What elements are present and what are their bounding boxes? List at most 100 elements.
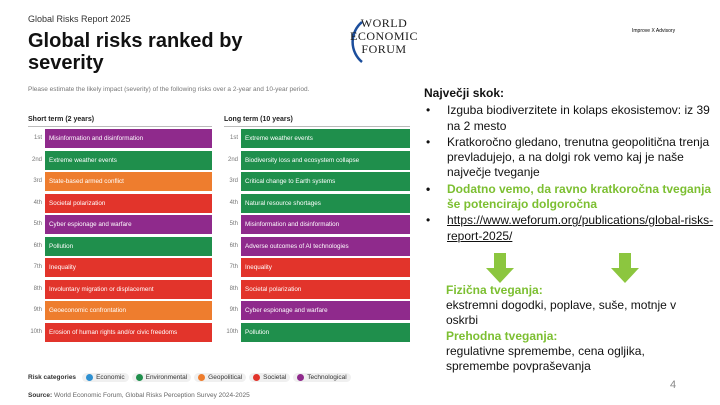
rank-row: 9th Cyber espionage and warfare xyxy=(224,301,410,323)
legend-item: Environmental xyxy=(131,373,192,382)
risk-category-legend: Risk categories Economic Environmental Geo… xyxy=(28,373,354,382)
risk-bar: State-based armed conflict xyxy=(45,172,212,191)
risk-bar: Biodiversity loss and ecosystem collapse xyxy=(241,150,410,170)
rank-row: 8th Societal polarization xyxy=(224,279,410,302)
rank-number: 10th xyxy=(30,328,42,335)
advisory-label: Improve X Advisory xyxy=(632,28,676,34)
legend-item: Economic xyxy=(82,373,129,382)
transition-risks-heading: Prehodna tveganja: xyxy=(446,328,558,343)
rank-number: 5th xyxy=(33,221,42,227)
note-bullet: Kratkoročno gledano, trenutna geopolitič… xyxy=(424,135,720,181)
page-number: 4 xyxy=(670,379,677,391)
rank-row: 5th Cyber espionage and warfare xyxy=(28,215,212,237)
rank-number: 9th xyxy=(33,307,42,313)
rank-row: 1st Misinformation and disinformation xyxy=(28,129,212,151)
risk-bar: Pollution xyxy=(45,236,212,256)
risk-bar: Involuntary migration or displacement xyxy=(45,279,212,299)
wef-logo-line: ECONOMIC xyxy=(350,29,419,43)
rank-number: 4th xyxy=(229,199,238,206)
rank-row: 8th Involuntary migration or displacement xyxy=(28,279,212,302)
risk-bar: Cyber espionage and warfare xyxy=(241,301,410,320)
rank-number: 5th xyxy=(229,221,238,227)
rank-row: 10th Pollution xyxy=(224,322,410,345)
chart-subtitle: Please estimate the likely impact (sever… xyxy=(28,86,310,93)
legend-label: Societal xyxy=(263,374,287,381)
rank-number: 7th xyxy=(229,264,238,270)
down-arrow-icon xyxy=(486,253,514,283)
risk-bar: Pollution xyxy=(241,322,410,342)
legend-item: Geopolitical xyxy=(194,373,247,382)
short-term-heading: Short term (2 years) xyxy=(28,116,95,123)
legend-label: Geopolitical xyxy=(208,374,243,381)
wef-logo-arc-icon xyxy=(351,21,363,63)
wef-logo-line: FORUM xyxy=(361,42,407,56)
rank-number: 2nd xyxy=(31,156,42,163)
short-term-list: 1st Misinformation and disinformation 2nd E… xyxy=(28,129,212,344)
legend-label: Environmental xyxy=(145,374,188,381)
legend-dot-icon xyxy=(135,374,143,381)
long-term-divider xyxy=(224,126,410,127)
legend-label: Economic xyxy=(96,374,125,381)
risk-bar: Misinformation and disinformation xyxy=(45,129,212,148)
risk-bar: Adverse outcomes of AI technologies xyxy=(241,236,410,256)
legend-dot-icon xyxy=(198,374,206,381)
risk-bar: Extreme weather events xyxy=(45,150,212,170)
rank-number: 7th xyxy=(33,264,42,270)
rank-row: 9th Geoeconomic confrontation xyxy=(28,301,212,323)
short-term-divider xyxy=(28,126,212,127)
wef-logo-text: WORLD ECONOMIC FORUM xyxy=(350,17,418,56)
rank-number: 8th xyxy=(33,285,42,292)
rank-row: 4th Societal polarization xyxy=(28,193,212,216)
rank-number: 6th xyxy=(33,242,42,249)
legend-dot-icon xyxy=(253,374,261,381)
report-label: Global Risks Report 2025 xyxy=(28,14,131,24)
long-term-list: 1st Extreme weather events 2nd Biodiversity… xyxy=(224,129,410,344)
risk-bar: Cyber espionage and warfare xyxy=(45,215,212,234)
rank-row: 2nd Biodiversity loss and ecosystem colla… xyxy=(224,150,410,173)
rank-row: 3rd State-based armed conflict xyxy=(28,172,212,194)
rank-number: 4th xyxy=(33,199,42,206)
rank-number: 10th xyxy=(226,328,238,335)
legend-dot-icon xyxy=(86,374,94,381)
physical-risks-heading: Fizična tveganja: xyxy=(446,283,543,297)
rank-row: 10th Erosion of human rights and/or civic… xyxy=(28,322,212,345)
rank-number: 2nd xyxy=(227,156,238,163)
risk-bar: Natural resource shortages xyxy=(241,193,410,213)
risk-bar: Geoeconomic confrontation xyxy=(45,301,212,320)
link-bullet[interactable]: https://www.weforum.org/publications/glo… xyxy=(424,213,720,244)
legend-title: Risk categories xyxy=(28,374,77,381)
rank-row: 3rd Critical change to Earth systems xyxy=(224,172,410,194)
risk-bar: Societal polarization xyxy=(241,279,410,299)
rank-row: 6th Pollution xyxy=(28,236,212,259)
notes-heading: Največji skok: xyxy=(424,86,505,100)
report-link[interactable]: https://www.weforum.org/publications/glo… xyxy=(447,213,714,243)
physical-risks-text: ekstremni dogodki, poplave, suše, motnje… xyxy=(446,298,677,328)
rank-number: 6th xyxy=(229,242,238,249)
risk-chart-panel: Global Risks Report 2025 Global risks ra… xyxy=(28,14,410,399)
risk-bar: Critical change to Earth systems xyxy=(241,172,410,191)
rank-number: 8th xyxy=(229,285,238,292)
note-bullet: Izguba biodiverzitete in kolaps ekosiste… xyxy=(424,103,720,134)
wef-logo-line: WORLD xyxy=(360,16,408,30)
source-label: Source: xyxy=(28,392,53,399)
highlight-bullet: Dodatno vemo, da ravno kratkoročna tvega… xyxy=(424,182,720,213)
rank-number: 3rd xyxy=(229,178,238,184)
notes-bullet-list: Izguba biodiverzitete in kolaps ekosiste… xyxy=(424,103,720,244)
notes-panel: Največji skok: Izguba biodiverzitete in … xyxy=(424,86,720,245)
transition-risks-text: regulativne spremembe, cena ogljika, spr… xyxy=(446,343,645,374)
risk-types-panel: Fizična tveganja: ekstremni dogodki, pop… xyxy=(446,283,696,374)
rank-row: 7th Inequality xyxy=(28,258,212,280)
rank-row: 1st Extreme weather events xyxy=(224,129,410,151)
rank-row: 5th Misinformation and disinformation xyxy=(224,215,410,237)
rank-row: 7th Inequality xyxy=(224,258,410,280)
risk-bar: Misinformation and disinformation xyxy=(241,215,410,234)
risk-bar: Erosion of human rights and/or civic fre… xyxy=(45,322,212,342)
page-title: Global risks ranked by severity xyxy=(28,30,243,74)
legend-label: Technological xyxy=(307,374,347,381)
legend-item: Technological xyxy=(293,373,351,382)
rank-number: 1st xyxy=(33,135,42,141)
rank-number: 3rd xyxy=(33,178,42,184)
rank-number: 9th xyxy=(229,307,238,313)
risk-bar: Societal polarization xyxy=(45,193,212,213)
long-term-heading: Long term (10 years) xyxy=(224,116,293,123)
